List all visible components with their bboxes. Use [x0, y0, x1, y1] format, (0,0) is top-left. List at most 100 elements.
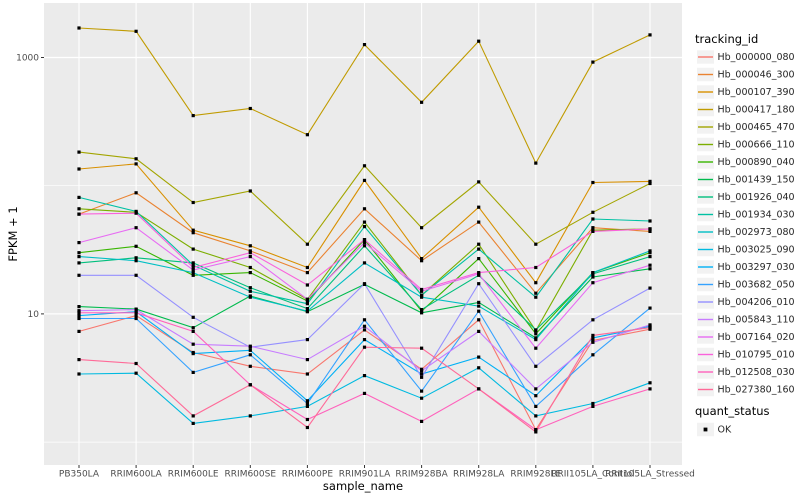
legend-label: Hb_027380_160 [718, 385, 795, 396]
data-point [591, 271, 595, 275]
data-point [77, 241, 81, 245]
data-point [591, 229, 595, 233]
data-point [191, 329, 195, 333]
data-point [134, 273, 138, 277]
x-tick-label: RRIM600LA [110, 470, 162, 480]
data-point [134, 371, 138, 375]
data-point [248, 348, 252, 352]
data-point [77, 167, 81, 171]
data-point [134, 308, 138, 312]
data-point [477, 300, 481, 304]
legend-label: Hb_000417_180 [718, 105, 795, 116]
data-point [134, 191, 138, 195]
data-point [362, 164, 367, 168]
data-point [648, 181, 652, 186]
legend-label: Hb_012508_030 [718, 367, 795, 378]
data-point [420, 311, 424, 315]
data-point [648, 286, 652, 290]
data-point [477, 282, 481, 286]
data-point [191, 247, 195, 251]
data-point [534, 364, 538, 368]
x-tick-label: RRIM928BA [395, 470, 448, 480]
data-point [420, 389, 424, 393]
legend-label: Hb_000890_040 [718, 157, 795, 168]
data-point [248, 244, 252, 248]
data-point [648, 179, 652, 183]
y-axis-title: FPKM + 1 [6, 206, 20, 262]
data-point [591, 281, 595, 285]
data-point [248, 251, 252, 255]
x-tick-label: RRIM928LE [510, 470, 561, 480]
data-point [248, 249, 252, 253]
data-point [248, 286, 252, 290]
data-point [534, 428, 538, 432]
data-point [420, 396, 424, 400]
data-point [191, 271, 195, 275]
data-point [305, 401, 309, 406]
data-point [534, 346, 538, 350]
data-point [305, 372, 309, 376]
data-point [534, 430, 538, 434]
data-point [248, 255, 252, 259]
data-point [648, 229, 652, 233]
data-point [420, 419, 424, 423]
data-point [591, 210, 595, 214]
data-point [77, 314, 81, 318]
data-point [134, 29, 138, 33]
data-point [477, 205, 481, 209]
data-point [477, 180, 481, 184]
data-point [248, 106, 252, 111]
data-point [362, 220, 367, 224]
data-point [191, 231, 195, 235]
data-point [420, 289, 424, 293]
data-point [77, 316, 81, 321]
data-point [134, 314, 138, 318]
data-point [248, 265, 252, 270]
data-point [648, 387, 652, 391]
legend-shape-title: quant_status [695, 404, 770, 418]
data-point [648, 267, 652, 271]
legend-label: Hb_001926_040 [718, 192, 795, 203]
data-point [534, 394, 538, 398]
data-point [77, 195, 81, 199]
legend-label: Hb_003297_030 [718, 262, 795, 273]
data-point [305, 417, 309, 422]
data-point [477, 247, 481, 251]
data-point [305, 271, 309, 275]
data-point [134, 311, 138, 315]
data-point [77, 311, 81, 315]
legend-label: Hb_007164_020 [718, 332, 795, 343]
data-point [420, 295, 424, 299]
legend-label: Hb_000000_080 [718, 52, 795, 63]
data-point [362, 345, 367, 349]
data-point [305, 399, 309, 403]
data-point [191, 352, 195, 356]
data-point [134, 256, 138, 260]
data-point [305, 299, 309, 303]
data-point [191, 268, 195, 272]
data-point [591, 338, 595, 343]
data-point [648, 326, 652, 330]
quant-status-label: OK [718, 425, 732, 436]
data-point [134, 244, 138, 248]
data-point [134, 259, 138, 263]
data-point [648, 251, 652, 255]
data-point [77, 309, 81, 313]
x-tick-label: RRIM600LE [168, 470, 219, 480]
data-point [362, 328, 367, 332]
data-point [77, 329, 81, 333]
y-tick-label: 1000 [16, 54, 39, 64]
data-point [191, 273, 195, 277]
data-point [362, 178, 367, 182]
data-point [248, 414, 252, 418]
data-point [362, 324, 367, 328]
legend-label: Hb_002973_080 [718, 227, 795, 238]
data-point [134, 316, 138, 321]
data-point [648, 219, 652, 223]
data-point [477, 220, 481, 224]
data-point [648, 227, 652, 231]
x-tick-label: RRII105LA_Stressed [605, 470, 695, 480]
data-point [134, 157, 138, 161]
x-tick-label: RRIM600PE [282, 470, 334, 480]
data-point [248, 353, 252, 357]
